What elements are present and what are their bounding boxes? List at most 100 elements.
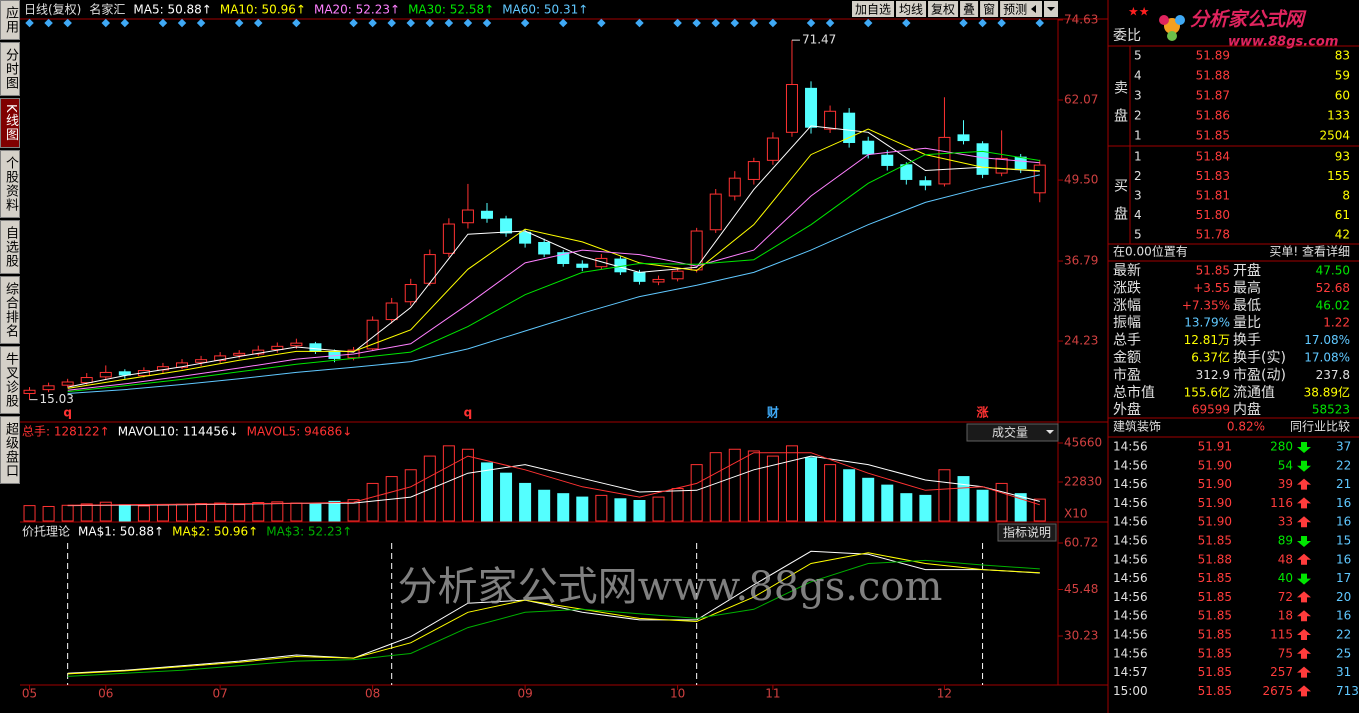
indicator-line: [67, 559, 1040, 677]
ma-line: [67, 174, 1040, 394]
candle-body: [423, 254, 436, 284]
tick-time: 14:56: [1113, 571, 1148, 585]
book-level: 3: [1134, 89, 1142, 103]
indicator-line: [67, 552, 1040, 675]
tick-count: 20: [1336, 590, 1351, 604]
volume-bar: [995, 482, 1008, 522]
candle-body: [671, 270, 684, 280]
book-price: 51.86: [1196, 109, 1230, 123]
book-price: 51.89: [1196, 49, 1230, 63]
signal-diamond: [368, 18, 377, 28]
volume-bar: [423, 455, 436, 522]
volume-bar: [957, 476, 970, 522]
panel-button[interactable]: [966, 423, 1059, 442]
toolbar-button-label: 窗: [983, 3, 995, 17]
logo-icon: [1159, 15, 1185, 41]
legend-entry: MA60: 50.31↑: [502, 3, 588, 17]
tick-count: 22: [1336, 458, 1351, 472]
toolbar-label: 日线(复权): [24, 3, 81, 17]
frame: [20, 0, 1359, 713]
ma-line: [67, 125, 1040, 388]
side-tab[interactable]: 超级盘口: [0, 415, 20, 484]
y-tick-label: 30.23: [1064, 629, 1098, 643]
tick-price: 51.85: [1198, 571, 1232, 585]
candle-body: [766, 137, 779, 161]
tick-price: 51.85: [1198, 534, 1232, 548]
candle-body: [900, 164, 913, 180]
volume-bar: [195, 503, 208, 522]
toolbar-button[interactable]: [960, 1, 979, 17]
side-tab[interactable]: 分时图: [0, 42, 20, 96]
book-level: 1: [1134, 150, 1142, 164]
legend-entry: MA10: 50.96↑: [220, 3, 306, 17]
logo-name: 分析家公式网: [1190, 9, 1307, 31]
stat-value: 52.68: [1316, 281, 1350, 295]
tick-volume: 72: [1278, 590, 1293, 604]
volume-bar: [709, 452, 722, 522]
legend-entry: MAVOL5: 94686↓: [247, 425, 353, 439]
volume-bar: [461, 448, 474, 522]
volume-bar: [442, 445, 455, 522]
stat-label: 最新: [1113, 263, 1141, 279]
panel-button[interactable]: [997, 523, 1057, 542]
y-tick-label: 45660: [1064, 436, 1102, 450]
tick-price: 51.85: [1198, 628, 1232, 642]
signal-diamond: [387, 18, 396, 28]
side-tab[interactable]: 综合排名: [0, 275, 20, 344]
side-tab[interactable]: 牛叉诊股: [0, 345, 20, 414]
book-level: 1: [1134, 129, 1142, 143]
panel-button-label: 成交量: [992, 425, 1028, 440]
book-level: 3: [1134, 189, 1142, 203]
toolbar-button[interactable]: [1000, 1, 1031, 17]
toolbar-button[interactable]: [852, 1, 895, 17]
toolbar-button-label: 预测: [1003, 3, 1027, 17]
legend-entry: MA$2: 50.96↑: [172, 525, 258, 539]
tick-time: 14:56: [1113, 646, 1148, 660]
tick-time: 14:56: [1113, 440, 1148, 454]
candle-body: [290, 342, 303, 347]
y-tick-label: 62.07: [1064, 93, 1098, 107]
candle-body: [519, 231, 532, 244]
annotation: 71.47: [802, 33, 836, 47]
tick-price: 51.85: [1198, 590, 1232, 604]
tick-price: 51.90: [1198, 496, 1232, 510]
candle-body: [99, 371, 112, 378]
side-tab[interactable]: K线图: [0, 98, 20, 148]
candle-body: [480, 210, 493, 219]
tick-arrow: [1297, 629, 1311, 640]
event-marker: 财: [766, 405, 779, 420]
volume-bar: [919, 494, 932, 522]
stat-value: 46.02: [1316, 298, 1350, 312]
tick-price: 51.88: [1198, 552, 1232, 566]
tick-arrow: [1297, 647, 1311, 659]
x-tick-label: 07: [212, 687, 227, 701]
candle-body: [881, 154, 894, 166]
y-tick-label: 49.50: [1064, 173, 1098, 187]
volume-bar: [252, 502, 265, 522]
industry-link[interactable]: 同行业比较: [1290, 419, 1350, 434]
side-tab[interactable]: 自选股: [0, 219, 20, 274]
legend-entry: MA$1: 50.88↑: [78, 525, 164, 539]
logo-url: www.88gs.com: [1228, 35, 1338, 50]
candle-body: [824, 110, 837, 130]
book-volume: 155: [1327, 169, 1350, 183]
book-price: 51.85: [1196, 129, 1230, 143]
window-icons: [1028, 1, 1058, 17]
toolbar-button[interactable]: [928, 1, 959, 17]
side-tab[interactable]: 应用: [0, 0, 20, 40]
toolbar-button[interactable]: [980, 1, 999, 17]
tick-volume: 18: [1278, 609, 1293, 623]
side-tab[interactable]: 个股资料: [0, 149, 20, 218]
signal-diamond: [25, 18, 34, 28]
candle-body: [366, 319, 379, 350]
candle-body: [919, 180, 932, 186]
stat-value: +3.55: [1193, 281, 1230, 295]
tick-price: 51.85: [1198, 684, 1232, 698]
volume-bar: [500, 472, 513, 522]
book-volume: 61: [1335, 208, 1350, 222]
candle-body: [690, 230, 703, 271]
notice-link[interactable]: 买单! 查看详细: [1269, 244, 1350, 259]
volume-bar: [328, 500, 341, 522]
toolbar-button[interactable]: [896, 1, 927, 17]
stat-value: 47.50: [1316, 264, 1350, 278]
